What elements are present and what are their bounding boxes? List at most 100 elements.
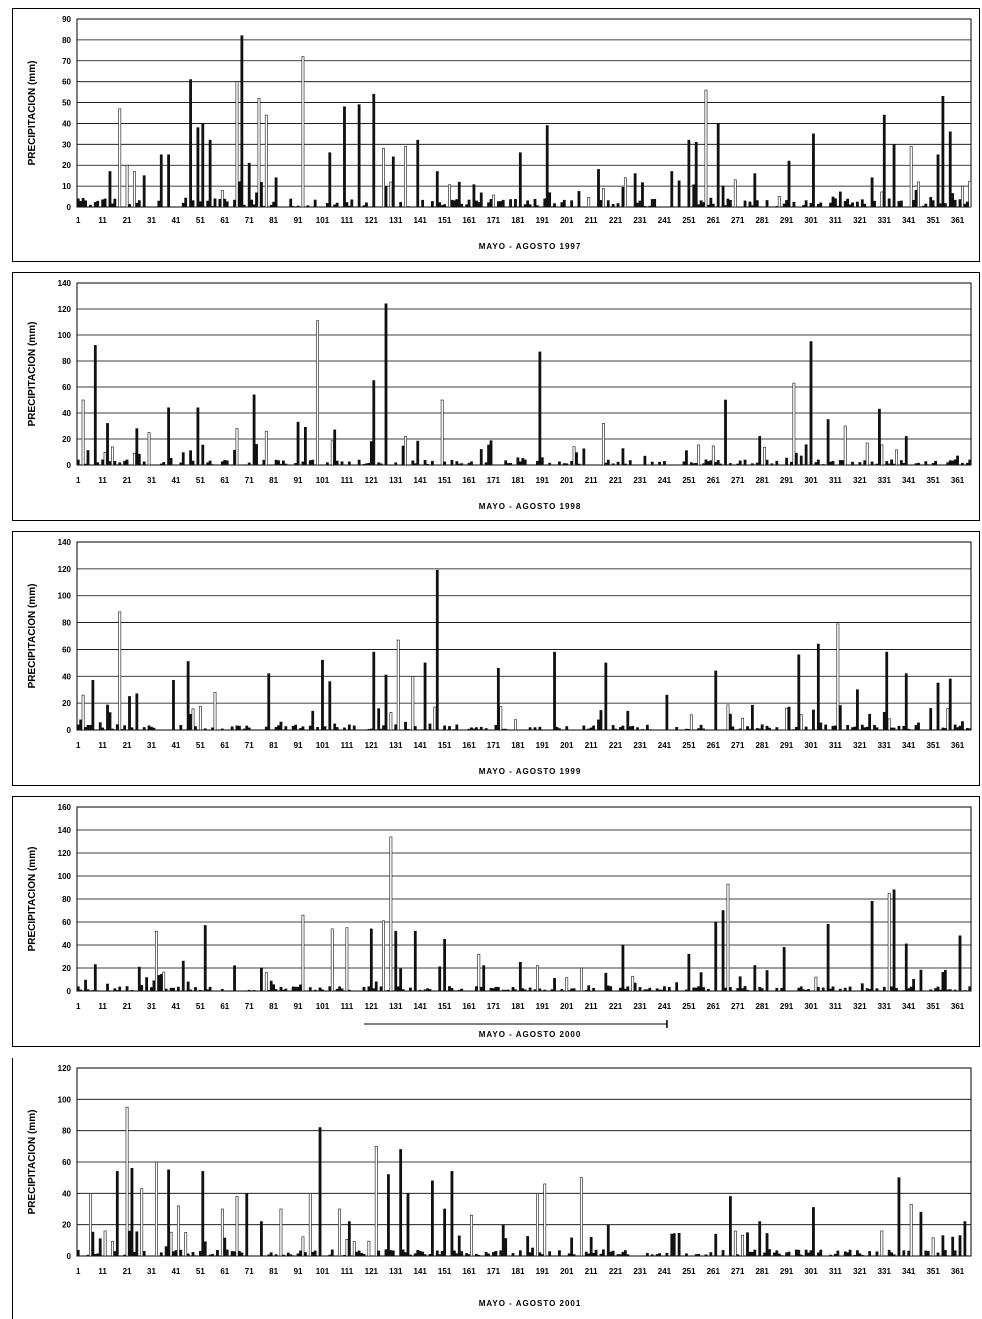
bar [641, 729, 644, 731]
x-tick-label: 241 [658, 1267, 672, 1276]
bar [753, 965, 757, 992]
bar [716, 460, 720, 466]
bar [765, 200, 769, 208]
bar [470, 727, 473, 731]
bar [372, 93, 376, 208]
bar [614, 728, 617, 731]
bar [409, 987, 412, 992]
x-tick-label: 301 [804, 476, 818, 485]
bar [135, 693, 139, 731]
bar [853, 726, 857, 731]
bar [130, 727, 134, 731]
bar [279, 1208, 283, 1257]
x-tick-label: 61 [220, 1267, 229, 1276]
x-tick-label: 281 [755, 1267, 769, 1276]
bar [501, 199, 505, 208]
bar [438, 202, 442, 208]
bar [787, 1251, 791, 1257]
bar [645, 724, 649, 731]
bar [514, 989, 517, 992]
bar [504, 1238, 508, 1257]
bar [941, 95, 945, 208]
bar [931, 200, 935, 208]
bar [474, 1253, 478, 1257]
bar [313, 989, 317, 992]
bar [457, 181, 461, 208]
bar [792, 201, 796, 208]
bar [721, 1250, 725, 1257]
bar [562, 199, 566, 208]
bar [528, 727, 532, 731]
bar [208, 1254, 212, 1257]
bar [391, 156, 395, 208]
y-tick-label: 100 [58, 592, 72, 601]
bar [958, 199, 962, 208]
bar [965, 462, 969, 466]
bar [768, 1249, 771, 1257]
bar [198, 706, 202, 731]
x-tick-label: 281 [755, 741, 769, 750]
x-tick-label: 21 [123, 476, 132, 485]
bar [76, 1249, 80, 1257]
bar [572, 988, 576, 992]
bar [504, 989, 508, 992]
bar [147, 432, 151, 466]
bar [941, 972, 945, 992]
y-tick-label: 80 [62, 619, 71, 628]
bar [435, 569, 439, 731]
bar [169, 1231, 173, 1257]
bar [492, 988, 495, 992]
bar [457, 463, 461, 466]
bar [729, 713, 732, 731]
bar [645, 989, 649, 992]
bar [169, 987, 173, 992]
x-tick-label: 331 [878, 1267, 892, 1276]
bar [831, 986, 835, 992]
x-tick-label: 101 [316, 1002, 330, 1011]
bar [220, 189, 224, 208]
bar [443, 204, 447, 208]
x-tick-label: 251 [682, 476, 696, 485]
bar [521, 458, 525, 466]
bar [816, 643, 820, 731]
x-tick-label: 171 [487, 741, 501, 750]
x-tick-label: 221 [609, 216, 623, 225]
bar [594, 1249, 598, 1257]
bar [135, 1231, 139, 1257]
x-tick-label: 361 [951, 741, 965, 750]
bar [936, 154, 940, 208]
bar [697, 728, 701, 731]
bar [641, 182, 644, 208]
bar [311, 1251, 315, 1257]
bar [643, 455, 647, 466]
bar [223, 1237, 227, 1257]
bar [956, 727, 959, 731]
bar [965, 201, 969, 208]
bar [79, 719, 83, 731]
bar [86, 450, 90, 466]
bar [184, 1232, 188, 1257]
bar [343, 1255, 346, 1257]
bar [902, 726, 906, 731]
bar [726, 704, 730, 731]
bar [106, 704, 109, 731]
bar [824, 724, 828, 731]
bar [755, 200, 759, 208]
bar [582, 725, 586, 731]
x-tick-label: 331 [878, 741, 892, 750]
bar [743, 459, 747, 466]
bar [838, 191, 842, 208]
bar [565, 463, 569, 466]
bar [137, 453, 141, 466]
bar [870, 177, 874, 208]
y-tick-label: 120 [58, 305, 72, 314]
bar [760, 724, 764, 731]
bar [772, 1252, 776, 1257]
x-tick-label: 111 [341, 1267, 354, 1276]
y-tick-label: 0 [67, 987, 72, 996]
bar [96, 200, 100, 208]
bar [616, 203, 620, 208]
bar [804, 726, 808, 731]
bar [897, 1177, 901, 1257]
bar [536, 965, 539, 992]
